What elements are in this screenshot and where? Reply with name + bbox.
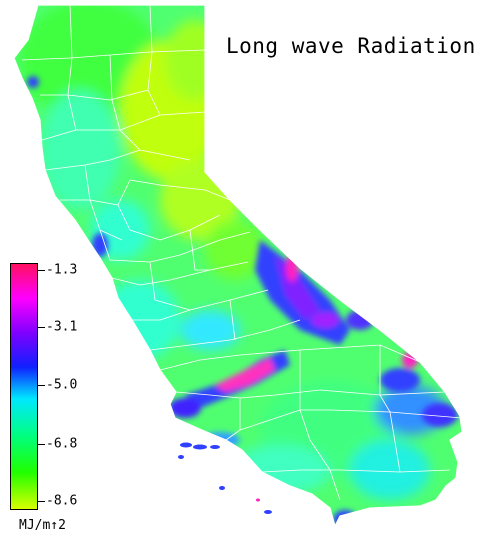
legend-colorbar bbox=[10, 263, 38, 510]
legend-tick bbox=[38, 501, 45, 502]
legend-tick-label: -6.8 bbox=[46, 436, 78, 452]
legend-tick bbox=[38, 385, 45, 386]
legend-tick-label: -5.0 bbox=[46, 377, 78, 393]
county-boundaries bbox=[21, 4, 463, 501]
legend-tick-label: -8.6 bbox=[46, 493, 78, 509]
legend-unit: MJ/m↑2 bbox=[19, 518, 66, 533]
legend-tick bbox=[38, 270, 45, 271]
map-title: Long wave Radiation bbox=[226, 34, 476, 58]
legend-tick-label: -1.3 bbox=[46, 262, 78, 278]
channel-islands bbox=[178, 442, 272, 514]
legend-tick bbox=[38, 327, 45, 328]
legend-tick bbox=[38, 444, 45, 445]
legend-tick-label: -3.1 bbox=[46, 319, 78, 335]
